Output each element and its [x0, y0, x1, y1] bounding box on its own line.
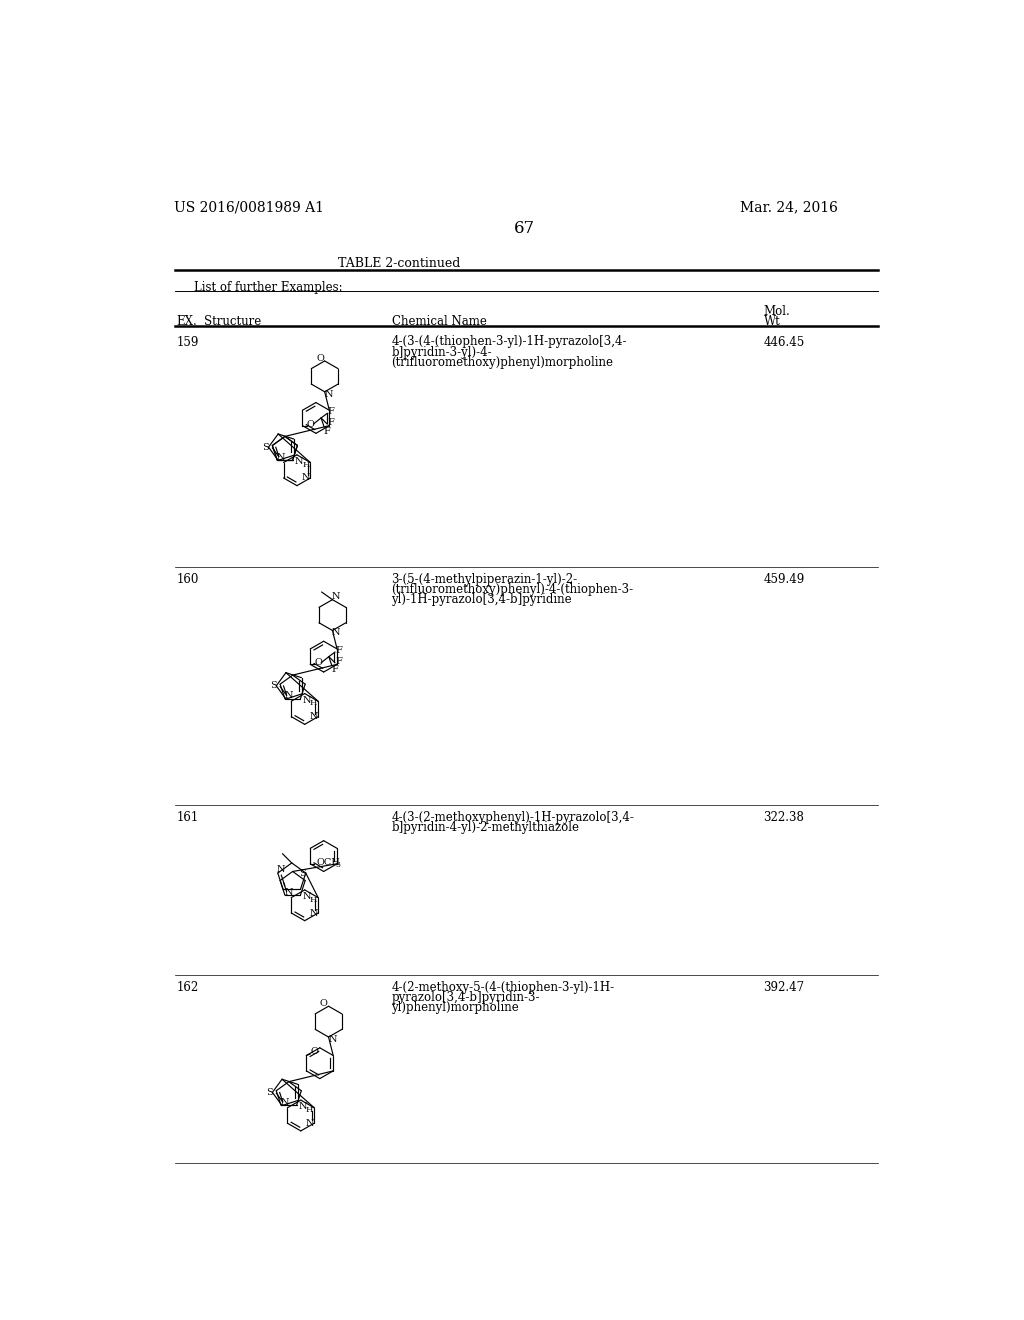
Text: F: F [324, 426, 331, 436]
Text: 160: 160 [177, 573, 200, 586]
Text: N: N [309, 713, 317, 721]
Text: F: F [336, 645, 342, 655]
Text: N: N [301, 474, 310, 482]
Text: 322.38: 322.38 [764, 812, 805, 825]
Text: b]pyridin-3-yl)-4-: b]pyridin-3-yl)-4- [391, 346, 493, 359]
Text: yl)-1H-pyrazolo[3,4-b]pyridine: yl)-1H-pyrazolo[3,4-b]pyridine [391, 593, 572, 606]
Text: 4-(3-(2-methoxyphenyl)-1H-pyrazolo[3,4-: 4-(3-(2-methoxyphenyl)-1H-pyrazolo[3,4- [391, 812, 635, 825]
Text: (trifluoromethoxy)phenyl)morpholine: (trifluoromethoxy)phenyl)morpholine [391, 355, 613, 368]
Text: N: N [295, 457, 303, 466]
Text: Structure: Structure [204, 314, 261, 327]
Text: 162: 162 [177, 981, 199, 994]
Text: O: O [310, 1047, 318, 1056]
Text: 459.49: 459.49 [764, 573, 805, 586]
Text: 67: 67 [514, 220, 536, 238]
Text: N: N [298, 1102, 307, 1111]
Text: F: F [336, 657, 342, 665]
Text: N: N [285, 887, 293, 896]
Text: pyrazolo[3,4-b]pyridin-3-: pyrazolo[3,4-b]pyridin-3- [391, 991, 540, 1003]
Text: 3: 3 [335, 862, 340, 870]
Text: 446.45: 446.45 [764, 335, 805, 348]
Text: N: N [276, 866, 285, 874]
Text: 4-(2-methoxy-5-(4-(thiophen-3-yl)-1H-: 4-(2-methoxy-5-(4-(thiophen-3-yl)-1H- [391, 981, 614, 994]
Text: N: N [328, 1035, 337, 1044]
Text: H: H [306, 1106, 313, 1114]
Text: N: N [332, 593, 340, 601]
Text: TABLE 2-continued: TABLE 2-continued [338, 257, 461, 271]
Text: N: N [302, 696, 311, 705]
Text: US 2016/0081989 A1: US 2016/0081989 A1 [174, 201, 325, 215]
Text: 159: 159 [177, 335, 200, 348]
Text: Chemical Name: Chemical Name [391, 314, 486, 327]
Text: 392.47: 392.47 [764, 981, 805, 994]
Text: N: N [276, 453, 286, 462]
Text: OCH: OCH [316, 858, 340, 867]
Text: F: F [328, 408, 335, 416]
Text: H: H [302, 461, 309, 469]
Text: 4-(3-(4-(thiophen-3-yl)-1H-pyrazolo[3,4-: 4-(3-(4-(thiophen-3-yl)-1H-pyrazolo[3,4- [391, 335, 627, 348]
Text: O: O [306, 420, 314, 429]
Text: F: F [332, 665, 339, 675]
Text: O: O [316, 354, 324, 363]
Text: yl)phenyl)morpholine: yl)phenyl)morpholine [391, 1001, 519, 1014]
Text: S: S [262, 442, 268, 451]
Text: S: S [266, 1088, 272, 1097]
Text: N: N [309, 908, 317, 917]
Text: N: N [332, 628, 341, 638]
Text: F: F [328, 418, 335, 428]
Text: N: N [325, 389, 333, 399]
Text: (trifluoromethoxy)phenyl)-4-(thiophen-3-: (trifluoromethoxy)phenyl)-4-(thiophen-3- [391, 582, 634, 595]
Text: O: O [319, 999, 328, 1008]
Text: b]pyridin-4-yl)-2-methylthiazole: b]pyridin-4-yl)-2-methylthiazole [391, 821, 580, 834]
Text: N: N [281, 1098, 289, 1106]
Text: H: H [310, 700, 317, 708]
Text: N: N [285, 692, 293, 700]
Text: List of further Examples:: List of further Examples: [194, 281, 342, 294]
Text: O: O [314, 659, 322, 668]
Text: EX.: EX. [177, 314, 198, 327]
Text: 3-(5-(4-methylpiperazin-1-yl)-2-: 3-(5-(4-methylpiperazin-1-yl)-2- [391, 573, 578, 586]
Text: Mar. 24, 2016: Mar. 24, 2016 [740, 201, 838, 215]
Text: H: H [310, 896, 317, 904]
Text: Wt: Wt [764, 314, 780, 327]
Text: S: S [299, 869, 306, 878]
Text: N: N [302, 892, 311, 902]
Text: S: S [269, 681, 276, 690]
Text: N: N [305, 1119, 313, 1127]
Text: 161: 161 [177, 812, 199, 825]
Text: Mol.: Mol. [764, 305, 791, 318]
